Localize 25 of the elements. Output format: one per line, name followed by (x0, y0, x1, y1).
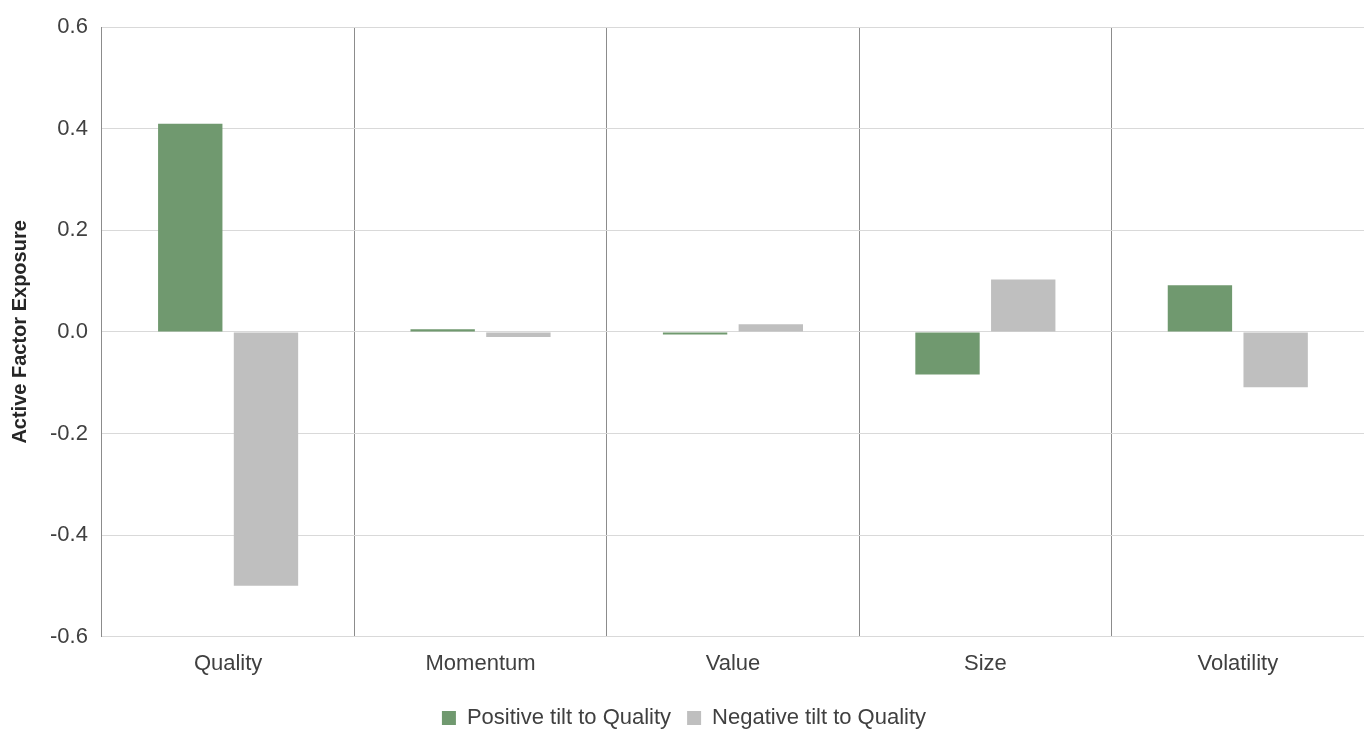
y-tick-label: 0.4 (57, 114, 88, 140)
y-tick-label: 0.2 (57, 216, 88, 242)
y-tick-label: -0.6 (49, 622, 88, 648)
bar (158, 123, 223, 332)
y-tick-label: -0.4 (49, 521, 88, 547)
bar (1243, 332, 1308, 388)
bar (486, 332, 551, 337)
bar (991, 279, 1056, 332)
legend-label: Positive tilt to Quality (466, 704, 672, 730)
y-tick-label: 0.6 (57, 13, 88, 39)
x-tick-label: Size (963, 649, 1007, 675)
bar (662, 332, 728, 335)
y-tick-label: -0.2 (49, 419, 88, 445)
bar (233, 332, 299, 586)
x-tick-label: Quality (193, 649, 263, 675)
x-tick-label: Momentum (425, 649, 536, 675)
x-tick-label: Volatility (1197, 649, 1279, 675)
bar (410, 329, 475, 332)
y-tick-label: 0.0 (57, 317, 88, 343)
bar (738, 324, 803, 332)
x-tick-label: Value (705, 649, 761, 675)
y-axis-title: Active Factor Exposure (7, 220, 30, 444)
bar (1167, 285, 1233, 332)
bar (915, 332, 980, 375)
legend-label: Negative tilt to Quality (712, 704, 927, 730)
